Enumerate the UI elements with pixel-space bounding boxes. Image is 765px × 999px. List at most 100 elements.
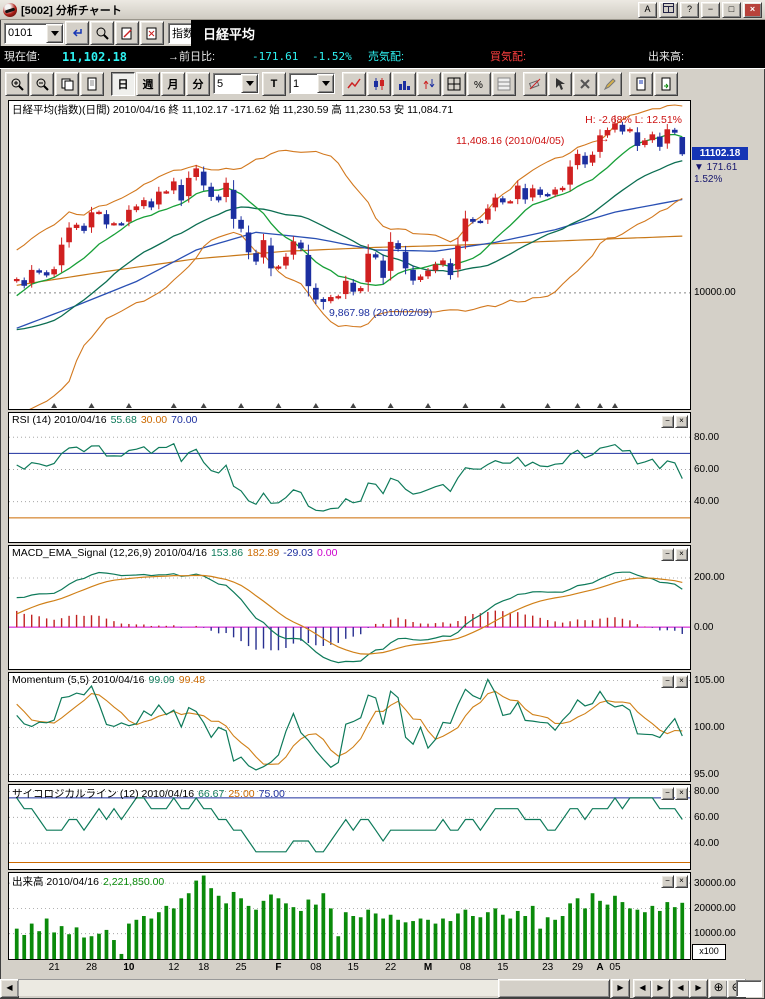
- tick-dropdown-icon[interactable]: [317, 74, 334, 93]
- zoom-out-icon[interactable]: [30, 71, 54, 96]
- panel-close-button[interactable]: ×: [675, 415, 688, 428]
- clear-chart-button[interactable]: [140, 21, 164, 45]
- change-pct-value: -1.52%: [312, 50, 352, 63]
- volume-panel[interactable]: 出来高 2010/04/16 2,221,850.00 − ×: [8, 872, 691, 960]
- x-axis-label: 18: [198, 962, 210, 973]
- new-document-icon[interactable]: [80, 71, 104, 96]
- period-monthly-button[interactable]: 月: [161, 71, 185, 96]
- window-title: [5002] 分析チャート: [21, 4, 122, 17]
- titlebar: [5002] 分析チャート A ? − □ ×: [0, 0, 765, 20]
- maximize-button[interactable]: □: [722, 1, 741, 18]
- instrument-name: 日経平均: [203, 26, 256, 42]
- ask-label: 売気配:: [368, 51, 405, 63]
- jump-end-button[interactable]: ▶: [689, 979, 708, 998]
- current-price-box: 11102.18: [692, 147, 748, 160]
- x-axis-label: F: [275, 962, 282, 973]
- pointer-icon[interactable]: [548, 71, 572, 96]
- panel-minimize-button[interactable]: −: [661, 548, 674, 561]
- y-axis-label: 60.00: [694, 463, 720, 475]
- x-axis-label: 23: [542, 962, 554, 973]
- period-minute-button[interactable]: 分: [186, 71, 210, 96]
- main-toolbar: 0101 指数* 日経平均: [0, 20, 765, 46]
- instrument-bar: 日経平均: [191, 20, 765, 46]
- peak-arrow-icon: →: [599, 133, 610, 145]
- export-page-icon[interactable]: [654, 71, 678, 96]
- price-change-value: ▼ 171.61: [694, 162, 738, 173]
- panel-minimize-button[interactable]: −: [661, 415, 674, 428]
- scroll-track[interactable]: [18, 979, 610, 998]
- scroll-thumb[interactable]: [498, 979, 610, 998]
- y-axis-label: 100.00: [694, 721, 725, 733]
- main-chart-header: 日経平均(指数)(日間) 2010/04/16 終 11,102.17 -171…: [12, 104, 454, 116]
- panel-minimize-button[interactable]: −: [661, 675, 674, 688]
- panel-close-button[interactable]: ×: [675, 875, 688, 888]
- horizontal-scrollbar: ◀ ▶ ◀ ▶ ◀ ▶ ⊕ ⊖: [0, 978, 765, 998]
- layout-icon[interactable]: [659, 1, 678, 18]
- grid-icon[interactable]: [442, 71, 466, 96]
- period-weekly-button[interactable]: 週: [136, 71, 160, 96]
- tick-count-select[interactable]: 1: [289, 73, 335, 94]
- interval-dropdown-icon[interactable]: [241, 74, 258, 93]
- layout-grid-icon[interactable]: [492, 71, 516, 96]
- change-value: -171.61: [252, 50, 299, 63]
- a-button[interactable]: A: [638, 1, 657, 18]
- panel-minimize-button[interactable]: −: [661, 787, 674, 800]
- psychological-panel[interactable]: サイコロジカルライン (12) 2010/04/16 66.67 25.00 75.0…: [8, 784, 691, 870]
- eraser-icon[interactable]: [523, 71, 547, 96]
- x-axis-label: 29: [572, 962, 584, 973]
- quote-bar: 現在値: 11,102.18 →前日比: -171.61 -1.52% 売気配:…: [0, 46, 765, 68]
- rsi-panel[interactable]: RSI (14) 2010/04/16 55.68 30.00 70.00 − ×: [8, 412, 691, 543]
- volume-panel-header: 出来高 2010/04/16 2,221,850.00: [12, 876, 165, 888]
- panel-close-button[interactable]: ×: [675, 548, 688, 561]
- panel-close-button[interactable]: ×: [675, 675, 688, 688]
- chart-toolbar: 日 週 月 分 5 T 1 %: [0, 68, 765, 98]
- current-price-value: 11,102.18: [62, 50, 128, 64]
- code-input[interactable]: 0101: [4, 22, 64, 44]
- delete-icon[interactable]: [573, 71, 597, 96]
- close-button[interactable]: ×: [743, 1, 762, 18]
- y-axis-label: 0.00: [694, 621, 714, 633]
- x-axis-label: 12: [168, 962, 180, 973]
- step-forward-button[interactable]: ▶: [651, 979, 670, 998]
- enter-button[interactable]: [65, 21, 89, 45]
- edit-chart-button[interactable]: [115, 21, 139, 45]
- save-page-icon[interactable]: [629, 71, 653, 96]
- high-annotation: 11,408.16 (2010/04/05): [456, 135, 565, 147]
- help-button[interactable]: ?: [680, 1, 699, 18]
- zoom-in-scale-button[interactable]: ⊕: [709, 979, 728, 998]
- volume-bars-icon[interactable]: [392, 71, 416, 96]
- volume-chart: [9, 875, 690, 959]
- momentum-panel[interactable]: Momentum (5,5) 2010/04/16 99.09 99.48 − ×: [8, 672, 691, 782]
- svg-text:%: %: [474, 80, 483, 91]
- y-axis-label: 30000.00: [694, 877, 736, 889]
- minimize-button[interactable]: −: [701, 1, 720, 18]
- main-chart-panel[interactable]: 日経平均(指数)(日間) 2010/04/16 終 11,102.17 -171…: [8, 100, 691, 410]
- step-back-button[interactable]: ◀: [633, 979, 652, 998]
- panel-minimize-button[interactable]: −: [661, 875, 674, 888]
- up-down-arrows-icon[interactable]: [417, 71, 441, 96]
- y-axis-label: 200.00: [694, 572, 725, 584]
- line-chart-icon[interactable]: [342, 71, 366, 96]
- candlestick-icon[interactable]: [367, 71, 391, 96]
- tick-button[interactable]: T: [262, 71, 286, 96]
- period-daily-button[interactable]: 日: [111, 71, 135, 96]
- change-label: →前日比:: [168, 51, 216, 63]
- copy-icon[interactable]: [55, 71, 79, 96]
- search-icon[interactable]: [90, 21, 114, 45]
- volume-unit-label: x100: [692, 944, 726, 960]
- zoom-in-icon[interactable]: [5, 71, 29, 96]
- interval-select[interactable]: 5: [213, 73, 259, 94]
- pen-icon[interactable]: [598, 71, 622, 96]
- jump-start-button[interactable]: ◀: [671, 979, 690, 998]
- percent-icon[interactable]: %: [467, 71, 491, 96]
- x-axis-label: 21: [48, 962, 60, 973]
- scroll-left-button[interactable]: ◀: [0, 979, 19, 998]
- x-axis-label: 15: [497, 962, 509, 973]
- momentum-panel-header: Momentum (5,5) 2010/04/16 99.09 99.48: [12, 674, 206, 686]
- x-axis-label: 22: [385, 962, 397, 973]
- macd-panel[interactable]: MACD_EMA_Signal (12,26,9) 2010/04/16 153.…: [8, 545, 691, 670]
- scroll-right-button[interactable]: ▶: [611, 979, 630, 998]
- panel-close-button[interactable]: ×: [675, 787, 688, 800]
- code-dropdown-icon[interactable]: [46, 23, 63, 43]
